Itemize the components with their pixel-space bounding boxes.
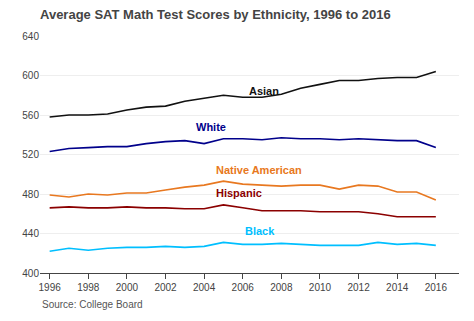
svg-text:440: 440 — [22, 228, 39, 239]
svg-text:2006: 2006 — [232, 282, 255, 293]
svg-text:Average SAT Math Test Scores b: Average SAT Math Test Scores by Ethnicit… — [40, 7, 391, 22]
svg-text:White: White — [196, 121, 226, 133]
svg-text:2010: 2010 — [309, 282, 332, 293]
svg-text:Black: Black — [245, 225, 275, 237]
svg-text:Native American: Native American — [216, 164, 302, 176]
svg-text:2008: 2008 — [270, 282, 293, 293]
svg-text:Hispanic: Hispanic — [216, 187, 262, 199]
svg-text:1996: 1996 — [39, 282, 62, 293]
svg-text:2004: 2004 — [193, 282, 216, 293]
svg-text:600: 600 — [22, 70, 39, 81]
svg-text:2012: 2012 — [347, 282, 370, 293]
svg-text:2002: 2002 — [154, 282, 177, 293]
svg-text:560: 560 — [22, 110, 39, 121]
svg-text:640: 640 — [22, 31, 39, 42]
svg-text:Source: College Board: Source: College Board — [42, 299, 143, 310]
svg-text:520: 520 — [22, 149, 39, 160]
svg-text:2016: 2016 — [425, 282, 448, 293]
svg-text:2014: 2014 — [386, 282, 409, 293]
svg-text:Asian: Asian — [249, 85, 279, 97]
svg-text:480: 480 — [22, 189, 39, 200]
svg-text:2000: 2000 — [116, 282, 139, 293]
svg-text:400: 400 — [22, 268, 39, 279]
svg-text:1998: 1998 — [77, 282, 100, 293]
